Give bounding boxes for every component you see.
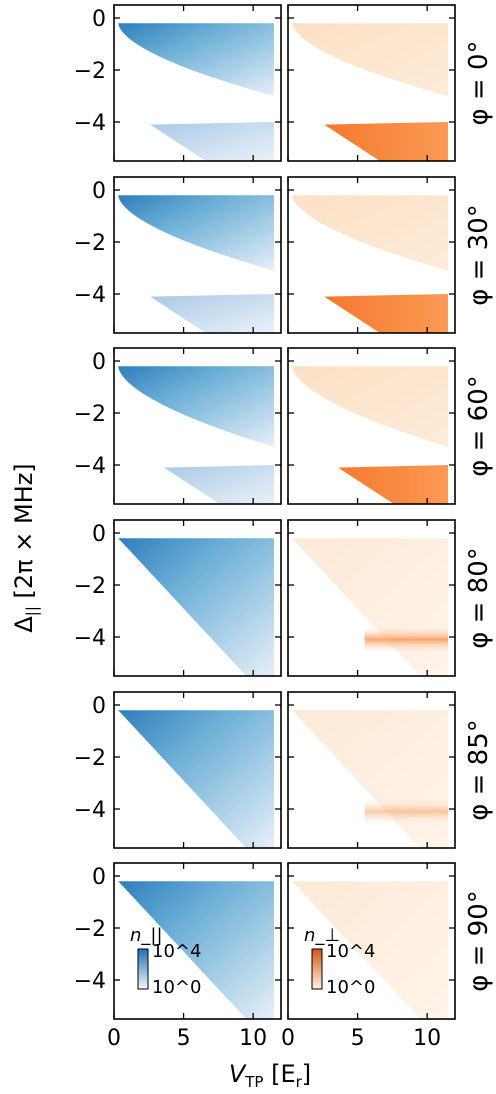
heatmap-upper-region xyxy=(118,23,274,97)
panel-frame xyxy=(113,347,282,505)
panel-frame xyxy=(287,347,456,505)
x-axis-label: VTP [Er] xyxy=(229,1060,311,1091)
heatmap-upper-region xyxy=(118,195,274,271)
row-label-phi: φ = 0° xyxy=(464,40,494,125)
panel-frame xyxy=(113,862,282,1020)
axis-labels: 0 −2 −4 φ = 0° 0 −2 −4 φ = 30° 0 −2 −4 φ = 60° 0 −2 −4… xyxy=(10,7,494,1091)
panel-frame xyxy=(287,519,456,677)
y-tick-label: −2 xyxy=(74,59,106,84)
y-tick-label: −4 xyxy=(74,969,106,994)
panel-r0-c1 xyxy=(287,4,456,162)
x-tick-label: 0 xyxy=(107,1026,121,1051)
panel-r2-c0 xyxy=(113,347,282,505)
y-tick-label: −2 xyxy=(74,231,106,256)
panel-grid xyxy=(113,4,456,1020)
panel-frame xyxy=(113,519,282,677)
panel-frame xyxy=(287,176,456,334)
y-tick-label: −4 xyxy=(74,798,106,823)
heatmap-lower-region xyxy=(150,294,274,333)
y-tick-label: −2 xyxy=(74,746,106,771)
panel-r5-c0 xyxy=(113,862,282,1020)
y-axis-label: Δ|| [2π × MHz] xyxy=(10,463,41,632)
heatmap-lower-region xyxy=(150,122,274,161)
panel-r2-c1 xyxy=(287,347,456,505)
y-tick-label: 0 xyxy=(92,865,106,890)
heatmap-region xyxy=(118,710,274,848)
colorbar-gradient xyxy=(311,948,323,990)
heatmap-region xyxy=(292,538,448,676)
colorbar-max-label: 10^4 xyxy=(326,941,375,962)
panel-r4-c0 xyxy=(113,691,282,849)
heatmap-region xyxy=(292,710,448,848)
y-tick-label: 0 xyxy=(92,522,106,547)
heatmap-region xyxy=(292,881,448,1019)
panel-frame xyxy=(287,4,456,162)
panel-r4-c1 xyxy=(287,691,456,849)
x-tick-label: 10 xyxy=(413,1026,441,1051)
y-tick-label: 0 xyxy=(92,179,106,204)
panel-r3-c0 xyxy=(113,519,282,677)
y-tick-label: −4 xyxy=(74,454,106,479)
heatmap-region xyxy=(118,881,274,1019)
y-tick-label: −2 xyxy=(74,917,106,942)
heatmap-lower-region xyxy=(338,465,448,504)
x-tick-label: 0 xyxy=(281,1026,295,1051)
panel-frame xyxy=(113,176,282,334)
colorbar-label: n_⊥ xyxy=(304,925,340,946)
panel-r3-c1 xyxy=(287,519,456,677)
colorbar-n-parallel: n_||10^4 10^0 xyxy=(130,925,201,998)
panel-r1-c0 xyxy=(113,176,282,334)
colorbar-gradient xyxy=(137,948,149,990)
y-tick-label: −4 xyxy=(74,626,106,651)
colorbar-min-label: 10^0 xyxy=(152,977,201,998)
heatmap-upper-region xyxy=(292,366,448,447)
row-label-phi: φ = 60° xyxy=(464,375,494,477)
heatmap-resonance-band xyxy=(364,626,449,653)
panel-frame xyxy=(287,691,456,849)
heatmap-resonance-band xyxy=(364,798,449,825)
heatmap-upper-region xyxy=(118,366,274,447)
row-label-phi: φ = 80° xyxy=(464,547,494,649)
heatmap-lower-region xyxy=(324,294,448,333)
y-tick-label: −4 xyxy=(74,111,106,136)
panel-frame xyxy=(113,691,282,849)
x-tick-label: 5 xyxy=(177,1026,191,1051)
y-tick-label: 0 xyxy=(92,694,106,719)
panel-frame xyxy=(113,4,282,162)
row-label-phi: φ = 90° xyxy=(464,890,494,992)
panel-r5-c1 xyxy=(287,862,456,1020)
x-tick-label: 5 xyxy=(351,1026,365,1051)
heatmap-upper-region xyxy=(292,195,448,271)
row-label-phi: φ = 30° xyxy=(464,204,494,306)
panel-r1-c1 xyxy=(287,176,456,334)
colorbar-n-perp: n_⊥10^4 10^0 xyxy=(304,925,375,998)
heatmap-lower-region xyxy=(324,122,448,161)
colorbar-label: n_|| xyxy=(130,925,163,946)
y-tick-label: −4 xyxy=(74,283,106,308)
y-tick-label: −2 xyxy=(74,574,106,599)
heatmap-lower-region xyxy=(164,465,274,504)
panel-frame xyxy=(287,862,456,1020)
heatmap-region xyxy=(118,538,274,676)
y-tick-label: 0 xyxy=(92,7,106,32)
y-tick-label: 0 xyxy=(92,350,106,375)
x-tick-label: 10 xyxy=(239,1026,267,1051)
y-tick-label: −2 xyxy=(74,402,106,427)
panel-r0-c0 xyxy=(113,4,282,162)
row-label-phi: φ = 85° xyxy=(464,719,494,821)
heatmap-upper-region xyxy=(292,23,448,97)
colorbar-max-label: 10^4 xyxy=(152,941,201,962)
colorbar-min-label: 10^0 xyxy=(326,977,375,998)
